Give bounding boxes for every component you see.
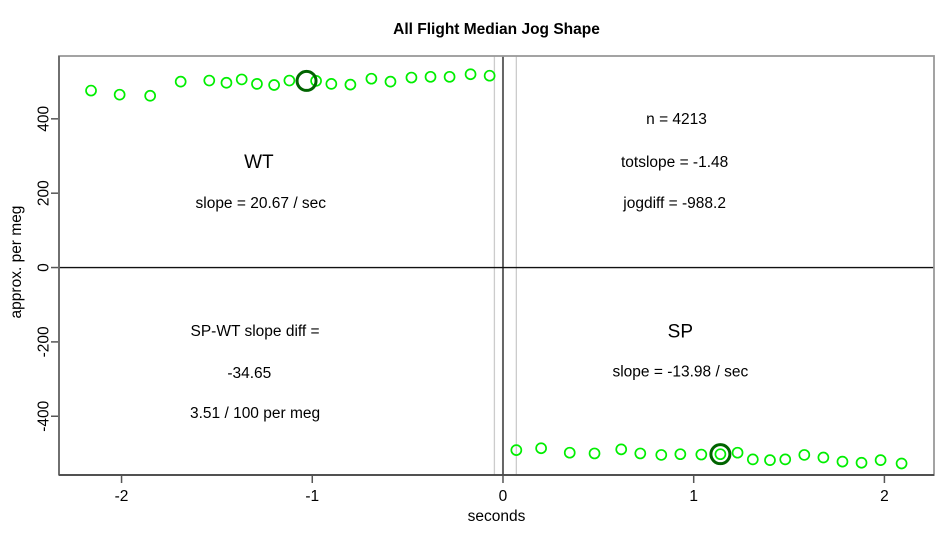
- data-point-sp: [563, 446, 576, 459]
- annotation-spwt-diff-line3: 3.51 / 100 per meg: [190, 405, 320, 422]
- data-point-sp: [746, 453, 759, 466]
- data-point-wt: [443, 70, 456, 83]
- data-point-sp: [535, 442, 547, 455]
- x-tick-label: -2: [115, 488, 129, 505]
- data-point-wt: [464, 68, 477, 81]
- data-point-wt: [144, 89, 157, 102]
- data-point-wt: [251, 78, 263, 90]
- data-point-wt: [424, 70, 437, 83]
- data-point-wt: [85, 84, 97, 97]
- annotation-sp-slope: slope = -13.98 / sec: [612, 364, 748, 381]
- data-point-sp: [874, 454, 887, 466]
- data-point-wt: [220, 76, 233, 89]
- annotation-spwt-diff-line2: -34.65: [227, 365, 271, 382]
- data-point-sp: [674, 448, 687, 461]
- data-point-wt: [384, 75, 397, 88]
- data-point-sp: [817, 451, 830, 464]
- data-point-sp: [895, 457, 908, 470]
- y-axis-label: approx. per meg: [8, 205, 25, 319]
- x-tick-label: 0: [499, 488, 508, 505]
- data-point-wt: [113, 88, 126, 101]
- data-point-wt: [235, 73, 248, 86]
- y-tick-label: 200: [36, 180, 53, 206]
- data-point-sp: [695, 448, 708, 461]
- annotation-sp-label: SP: [668, 322, 693, 343]
- annotation-spwt-diff-line1: SP-WT slope diff =: [191, 323, 320, 340]
- data-point-wt: [325, 78, 338, 90]
- data-point-sp: [634, 447, 647, 460]
- data-point-wt: [405, 71, 418, 84]
- x-tick-label: 1: [689, 488, 698, 505]
- y-tick-label: -200: [36, 326, 53, 357]
- x-axis-label: seconds: [467, 508, 526, 525]
- data-point-wt: [203, 74, 216, 87]
- data-point-wt: [174, 75, 187, 88]
- x-tick-label: -1: [305, 488, 319, 505]
- data-point-sp: [615, 443, 628, 456]
- y-tick-label: -400: [36, 400, 53, 431]
- highlight-ring-wt: [295, 69, 318, 92]
- data-point-sp: [588, 447, 601, 460]
- data-point-wt: [344, 78, 357, 91]
- data-point-sp: [714, 448, 727, 461]
- data-point-sp: [836, 455, 849, 468]
- annotation-n-count: n = 4213: [646, 111, 707, 128]
- x-tick-label: 2: [880, 488, 889, 505]
- data-point-wt: [365, 72, 378, 85]
- data-point-sp: [764, 454, 776, 466]
- data-point-wt: [283, 74, 296, 87]
- annotation-totslope: totslope = -1.48: [621, 154, 728, 171]
- highlight-ring-sp: [709, 443, 732, 466]
- annotation-jogdiff: jogdiff = -988.2: [622, 195, 726, 212]
- data-point-sp: [855, 456, 868, 469]
- chart-title: All Flight Median Jog Shape: [393, 21, 600, 38]
- data-point-sp: [798, 449, 811, 461]
- data-point-wt: [483, 69, 496, 82]
- data-point-sp: [731, 446, 744, 459]
- data-point-wt: [268, 79, 280, 91]
- annotation-wt-slope: slope = 20.67 / sec: [196, 195, 327, 212]
- data-point-sp: [655, 449, 668, 461]
- data-point-sp: [510, 444, 523, 456]
- data-point-sp: [779, 453, 792, 466]
- y-tick-label: 0: [36, 263, 53, 272]
- annotation-wt-label: WT: [244, 152, 274, 173]
- y-tick-label: 400: [36, 106, 53, 132]
